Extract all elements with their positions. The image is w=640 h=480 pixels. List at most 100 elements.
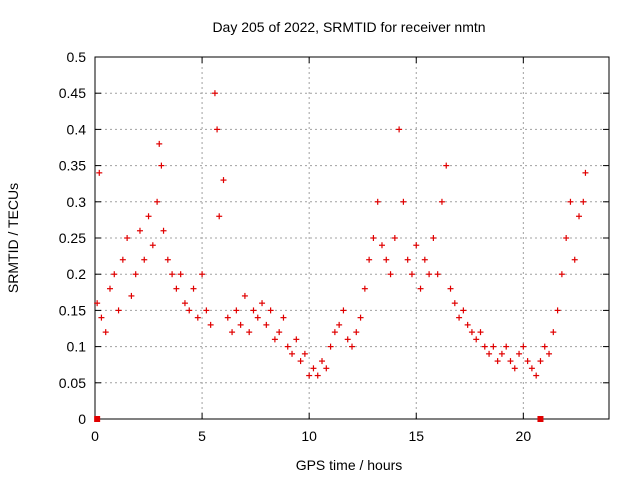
data-point (503, 343, 510, 350)
y-tick-label: 0.3 (67, 194, 87, 210)
data-point (158, 162, 165, 169)
data-point (145, 213, 152, 220)
y-axis-label: SRMTID / TECUs (5, 183, 21, 293)
data-point (106, 285, 113, 292)
data-point (173, 285, 180, 292)
data-point (237, 321, 244, 328)
data-point (357, 314, 364, 321)
data-point (391, 235, 398, 241)
x-tick-label: 5 (198, 428, 206, 444)
data-point (310, 365, 317, 372)
data-point (426, 271, 433, 278)
data-point (164, 256, 171, 263)
data-point (558, 271, 565, 278)
data-point (149, 242, 156, 249)
data-point (199, 271, 206, 278)
data-point (207, 321, 214, 328)
data-point (537, 358, 544, 365)
data-point (156, 140, 163, 147)
data-point (366, 256, 373, 263)
data-point (233, 307, 240, 314)
data-point (567, 198, 574, 205)
data-point (306, 372, 313, 379)
data-point (447, 285, 454, 292)
data-point (211, 90, 218, 97)
data-point (576, 213, 583, 220)
y-tick-label: 0.1 (67, 339, 87, 355)
data-point (124, 235, 131, 241)
data-point (314, 372, 321, 379)
zero-marker (94, 416, 101, 422)
y-tick-label: 0.05 (59, 375, 86, 391)
data-point (271, 336, 278, 343)
chart-title: Day 205 of 2022, SRMTID for receiver nmt… (212, 19, 485, 35)
data-point (408, 271, 415, 278)
y-tick-label: 0.4 (67, 121, 87, 137)
data-points (94, 90, 589, 422)
data-point (246, 329, 253, 336)
data-point (494, 358, 501, 365)
data-point (378, 242, 385, 249)
data-point (181, 300, 188, 307)
data-point (177, 271, 184, 278)
data-point (528, 365, 535, 372)
data-point (96, 169, 103, 176)
y-tick-label: 0 (78, 411, 86, 427)
data-point (464, 321, 471, 328)
data-point (254, 314, 261, 321)
data-point (301, 350, 308, 357)
y-tick-label: 0.45 (59, 85, 86, 101)
data-point (203, 307, 210, 314)
data-point (241, 292, 248, 299)
data-point (374, 198, 381, 205)
y-tick-label: 0.5 (67, 49, 87, 65)
y-tick-label: 0.15 (59, 302, 86, 318)
data-point (186, 307, 193, 314)
data-point (94, 300, 101, 307)
x-tick-label: 15 (408, 428, 424, 444)
data-point (340, 307, 347, 314)
data-point (336, 321, 343, 328)
data-point (349, 343, 355, 350)
data-point (443, 162, 450, 169)
data-point (128, 292, 135, 299)
data-point (473, 336, 480, 343)
y-tick-label: 0.2 (67, 266, 87, 282)
grid-layer (95, 57, 609, 419)
data-point (550, 329, 557, 336)
data-point (438, 198, 445, 205)
data-point (216, 213, 223, 220)
data-point (289, 350, 296, 357)
data-point (229, 329, 236, 336)
data-point (214, 126, 221, 133)
data-point (580, 198, 587, 205)
data-point (516, 350, 523, 357)
data-point (220, 177, 227, 184)
data-point (498, 350, 505, 357)
data-point (331, 329, 338, 336)
data-point (98, 314, 105, 321)
data-point (520, 343, 527, 350)
data-point (563, 235, 570, 241)
data-point (477, 329, 484, 336)
data-point (141, 256, 148, 263)
data-point (169, 271, 176, 278)
data-point (396, 126, 403, 133)
data-point (111, 271, 118, 278)
data-point (297, 358, 304, 365)
y-tick-label: 0.25 (59, 230, 86, 246)
data-point (507, 358, 514, 365)
data-point (154, 198, 161, 205)
data-point (102, 329, 109, 336)
data-point (486, 350, 493, 357)
data-point (160, 227, 167, 234)
data-point (323, 365, 330, 372)
zero-marker (537, 416, 544, 422)
data-point (421, 256, 428, 263)
data-point (524, 358, 531, 365)
data-point (370, 235, 377, 241)
data-point (267, 307, 274, 314)
data-point (546, 350, 553, 357)
data-point (511, 365, 518, 372)
